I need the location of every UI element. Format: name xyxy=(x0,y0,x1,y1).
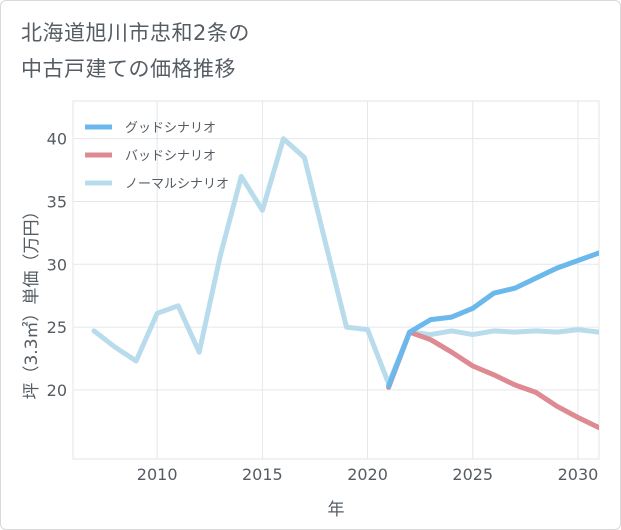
series-lines xyxy=(91,136,599,431)
chart-title: 北海道旭川市忠和2条の 中古戸建ての価格推移 xyxy=(21,15,581,87)
legend-label-good: グッドシナリオ xyxy=(125,121,216,136)
chart-title-line-2: 中古戸建ての価格推移 xyxy=(21,57,236,81)
x-tick-label: 2025 xyxy=(452,465,493,484)
y-tick-label: 35 xyxy=(47,192,67,211)
y-tick-label: 30 xyxy=(47,255,67,274)
y-tick-label: 25 xyxy=(47,318,67,337)
chart-title-line-1: 北海道旭川市忠和2条の xyxy=(21,21,250,45)
legend-label-normal: ノーマルシナリオ xyxy=(125,177,229,192)
y-tick-label: 20 xyxy=(47,381,67,400)
legend-label-bad: バッドシナリオ xyxy=(125,149,216,164)
series-line-bad xyxy=(386,329,599,431)
x-tick-label: 2020 xyxy=(347,465,388,484)
x-axis-title: 年 xyxy=(328,500,345,520)
x-tick-label: 2015 xyxy=(242,465,283,484)
y-tick-label: 40 xyxy=(47,130,67,149)
series-line-good xyxy=(386,250,599,389)
series-line-normal xyxy=(91,136,599,387)
x-tick-label: 2030 xyxy=(558,465,599,484)
grid-lines xyxy=(73,101,599,459)
x-tick-label: 2010 xyxy=(137,465,178,484)
y-axis-title: 坪（3.3㎡）単価（万円） xyxy=(22,202,42,399)
